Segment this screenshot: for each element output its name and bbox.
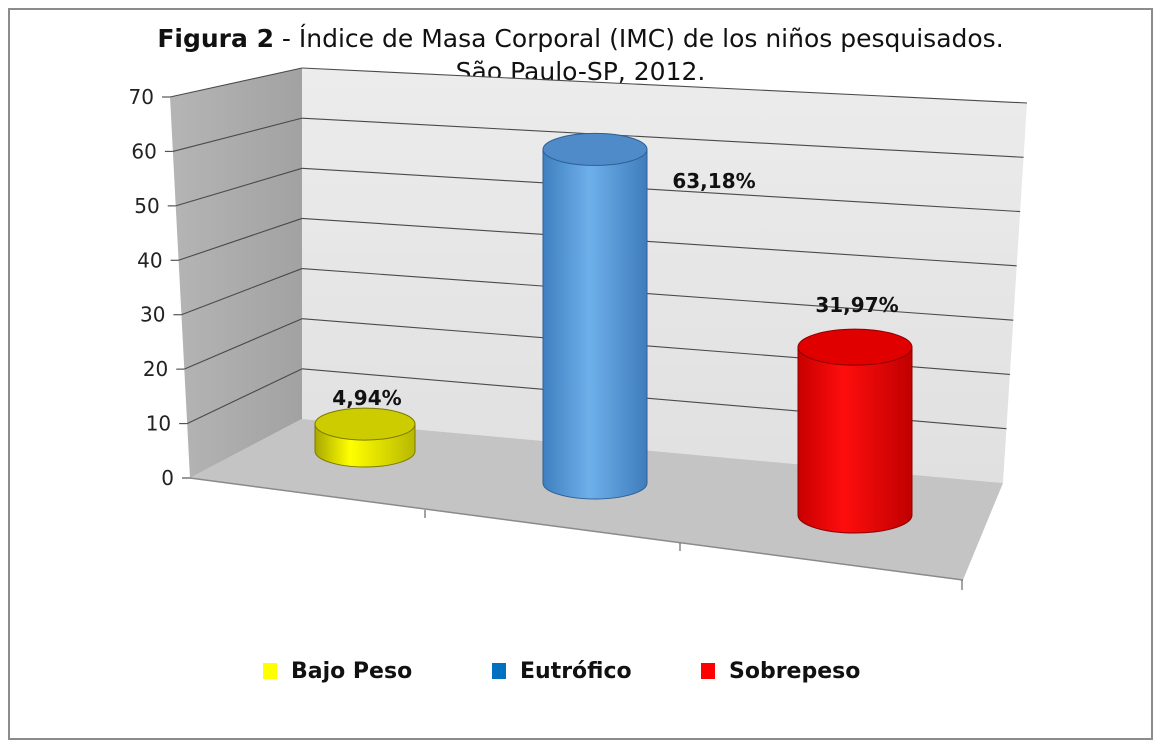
- legend-item-sobrepeso: Sobrepeso: [701, 656, 860, 686]
- y-axis-labels: 0 10 20 30 40 50 60 70: [129, 85, 174, 490]
- y-tick-label: 0: [161, 466, 174, 490]
- data-label: 63,18%: [672, 169, 755, 193]
- title-prefix: Figura 2: [157, 24, 274, 53]
- gridline-side: [172, 117, 303, 152]
- y-tick-label: 60: [131, 139, 156, 163]
- legend-swatch-bajo-peso: [263, 663, 277, 679]
- legend-label: Eutrófico: [520, 658, 632, 684]
- gridline-side: [178, 217, 303, 261]
- legend-item-eutrofico: Eutrófico: [492, 656, 632, 686]
- gridline-back: [301, 167, 1021, 213]
- bars: [314, 132, 913, 534]
- bar-top: [542, 132, 648, 166]
- y-tick-label: 20: [143, 357, 168, 381]
- gridline-side: [181, 268, 303, 316]
- gridline-back: [301, 67, 1028, 104]
- y-tick-label: 40: [137, 248, 162, 272]
- bar-top: [797, 328, 913, 366]
- gridline-side: [175, 167, 303, 207]
- gridline-side: [169, 67, 303, 98]
- bar-eutr-fico: [542, 148, 648, 500]
- y-tick-label: 70: [129, 85, 154, 109]
- gridline-side: [184, 318, 303, 370]
- gridline-side: [186, 368, 303, 425]
- legend-label: Sobrepeso: [729, 658, 861, 684]
- legend-label: Bajo Peso: [291, 658, 413, 684]
- bar-sobrepeso: [797, 346, 913, 534]
- floor-edge: [189, 477, 964, 581]
- side-wall: [170, 68, 302, 478]
- data-label: 31,97%: [815, 293, 898, 317]
- y-tick-label: 10: [146, 412, 171, 436]
- legend-swatch-sobrepeso: [701, 663, 715, 679]
- data-label: 4,94%: [332, 386, 401, 410]
- legend-item-bajo-peso: Bajo Peso: [263, 656, 412, 686]
- gridline-back: [301, 117, 1024, 158]
- title-rest: - Índice de Masa Corporal (IMC) de los n…: [273, 24, 1004, 53]
- y-tick-label: 30: [140, 303, 165, 327]
- bar-top: [314, 407, 416, 441]
- y-tick-label: 50: [134, 194, 159, 218]
- data-labels: 4,94% 63,18% 31,97%: [332, 169, 898, 410]
- legend-swatch-eutrofico: [492, 663, 506, 679]
- title-line-1: Figura 2 - Índice de Masa Corporal (IMC)…: [0, 22, 1161, 55]
- gridline-back: [301, 268, 1014, 321]
- gridline-back: [301, 217, 1017, 267]
